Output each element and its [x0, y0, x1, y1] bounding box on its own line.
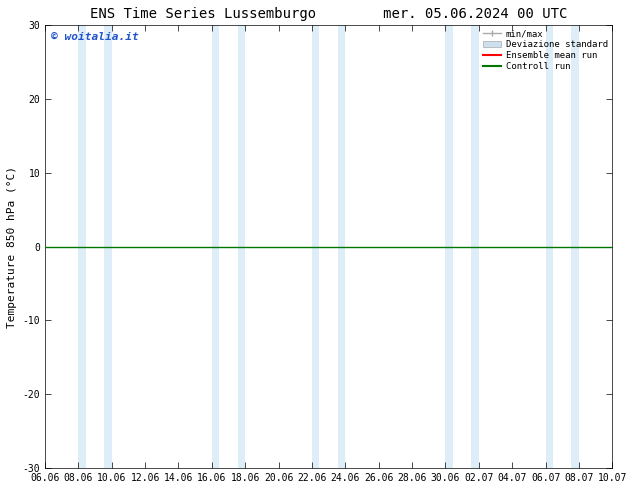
Bar [546, 25, 553, 468]
Legend: min/max, Deviazione standard, Ensemble mean run, Controll run: min/max, Deviazione standard, Ensemble m… [483, 29, 608, 71]
Bar [212, 25, 219, 468]
Bar [238, 25, 245, 468]
Bar [338, 25, 346, 468]
Bar [571, 25, 579, 468]
Bar [104, 25, 112, 468]
Text: © woitalia.it: © woitalia.it [51, 31, 138, 42]
Bar [79, 25, 86, 468]
Bar [312, 25, 320, 468]
Title: ENS Time Series Lussemburgo        mer. 05.06.2024 00 UTC: ENS Time Series Lussemburgo mer. 05.06.2… [90, 7, 567, 21]
Y-axis label: Temperature 850 hPa (°C): Temperature 850 hPa (°C) [7, 166, 17, 327]
Bar [471, 25, 479, 468]
Bar [446, 25, 453, 468]
